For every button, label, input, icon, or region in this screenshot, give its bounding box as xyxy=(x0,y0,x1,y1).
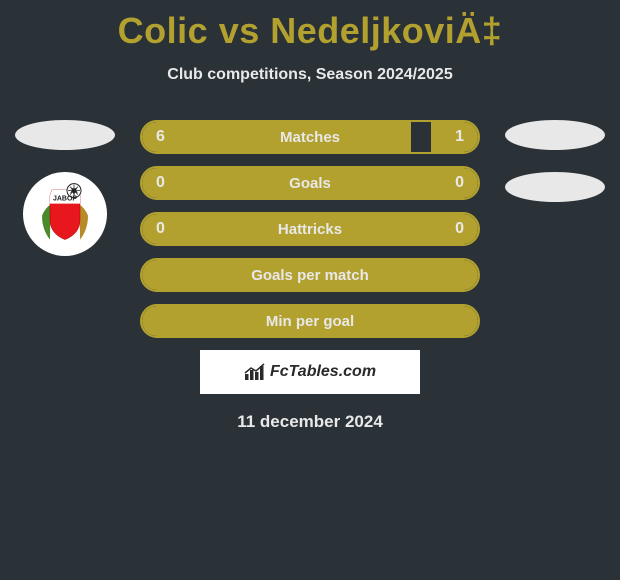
attribution-text: FcTables.com xyxy=(270,363,376,381)
snapshot-date: 11 december 2024 xyxy=(140,412,480,432)
comparison-subtitle: Club competitions, Season 2024/2025 xyxy=(0,66,620,84)
club-crest-icon: JABOP xyxy=(30,178,100,248)
player-right-name-pill xyxy=(505,120,605,150)
stat-label: Hattricks xyxy=(142,214,478,244)
comparison-title: Colic vs NedeljkoviÄ‡ xyxy=(0,0,620,52)
player-left-name-pill xyxy=(15,120,115,150)
left-player-column: JABOP xyxy=(10,120,120,256)
stat-label: Goals per match xyxy=(142,260,478,290)
stat-label: Matches xyxy=(142,122,478,152)
stat-row: Goals per match xyxy=(140,258,480,292)
stat-label: Goals xyxy=(142,168,478,198)
svg-text:JABOP: JABOP xyxy=(53,196,77,203)
stat-label: Min per goal xyxy=(142,306,478,336)
team-logo-left: JABOP xyxy=(23,172,107,256)
chart-bars-icon xyxy=(244,363,266,381)
team-right-name-pill xyxy=(505,172,605,202)
stats-container: 61Matches 00Goals 00Hattricks Goals per mat… xyxy=(140,120,480,432)
attribution-box: FcTables.com xyxy=(200,350,420,394)
stat-row: 00Goals xyxy=(140,166,480,200)
right-player-column xyxy=(500,120,610,224)
stat-row: Min per goal xyxy=(140,304,480,338)
stat-row: 00Hattricks xyxy=(140,212,480,246)
stat-row: 61Matches xyxy=(140,120,480,154)
